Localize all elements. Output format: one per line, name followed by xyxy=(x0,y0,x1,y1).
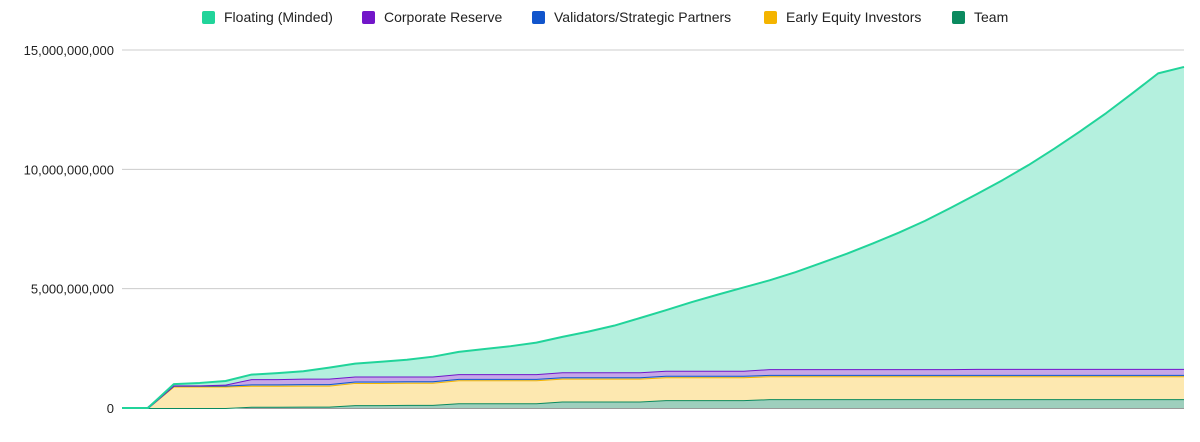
y-tick-label: 0 xyxy=(107,401,114,416)
area-early-equity-investors xyxy=(122,376,1184,408)
legend-label: Validators/Strategic Partners xyxy=(554,9,732,25)
y-tick-label: 5,000,000,000 xyxy=(31,282,114,297)
area-corporate-reserve xyxy=(122,368,1184,408)
legend-item-team[interactable]: Team xyxy=(952,9,1008,25)
legend-item-validators-strategic-partners[interactable]: Validators/Strategic Partners xyxy=(532,9,731,25)
legend-label: Corporate Reserve xyxy=(384,9,503,25)
legend-swatch xyxy=(764,10,777,24)
legend: Floating (Minded) Corporate Reserve Valida… xyxy=(0,0,1200,36)
legend-item-floating-minded[interactable]: Floating (Minded) xyxy=(202,9,333,25)
legend-swatch xyxy=(952,10,965,24)
legend-label: Team xyxy=(974,9,1009,25)
y-tick-label: 15,000,000,000 xyxy=(24,43,114,58)
y-tick-label: 10,000,000,000 xyxy=(24,162,114,177)
legend-swatch xyxy=(202,10,215,24)
area-floating-minded xyxy=(122,66,1184,408)
legend-item-early-equity-investors[interactable]: Early Equity Investors xyxy=(764,9,921,25)
legend-swatch xyxy=(362,10,375,24)
legend-label: Floating (Minded) xyxy=(224,9,333,25)
legend-label: Early Equity Investors xyxy=(786,9,922,25)
legend-swatch xyxy=(532,10,545,24)
line-floating-minded xyxy=(122,65,1185,409)
legend-item-corporate-reserve[interactable]: Corporate Reserve xyxy=(362,9,502,25)
